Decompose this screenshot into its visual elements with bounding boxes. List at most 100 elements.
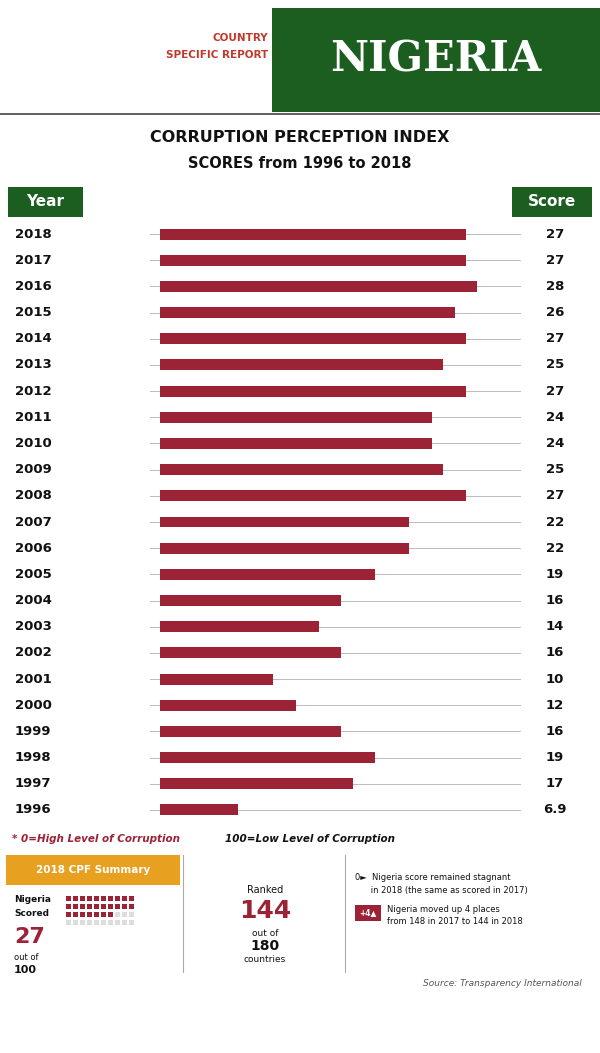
FancyBboxPatch shape <box>80 903 85 909</box>
Text: 17: 17 <box>546 777 564 790</box>
FancyBboxPatch shape <box>101 896 106 901</box>
Text: 2018: 2018 <box>15 227 52 240</box>
Text: Source: Transparency International: Source: Transparency International <box>423 979 582 989</box>
FancyBboxPatch shape <box>160 229 466 240</box>
Text: T: T <box>12 1010 31 1038</box>
FancyBboxPatch shape <box>128 920 134 925</box>
FancyBboxPatch shape <box>355 905 381 921</box>
FancyBboxPatch shape <box>73 912 78 917</box>
FancyBboxPatch shape <box>160 621 319 632</box>
Text: Score: Score <box>528 195 576 210</box>
Text: CORRUPTION PERCEPTION INDEX: CORRUPTION PERCEPTION INDEX <box>150 130 450 144</box>
FancyBboxPatch shape <box>66 920 71 925</box>
Text: 2014: 2014 <box>15 333 52 345</box>
Text: 25: 25 <box>546 358 564 372</box>
FancyBboxPatch shape <box>8 187 83 217</box>
FancyBboxPatch shape <box>160 255 466 265</box>
Text: 2011: 2011 <box>15 411 52 423</box>
Text: 2012: 2012 <box>15 384 52 398</box>
Text: 0►  Nigeria score remained stagnant
      in 2018 (the same as scored in 2017): 0► Nigeria score remained stagnant in 20… <box>355 873 527 894</box>
Text: 2017: 2017 <box>15 254 52 266</box>
Text: 1997: 1997 <box>15 777 52 790</box>
Text: 1999: 1999 <box>15 724 52 738</box>
FancyBboxPatch shape <box>512 187 592 217</box>
FancyBboxPatch shape <box>160 412 432 423</box>
FancyBboxPatch shape <box>101 920 106 925</box>
FancyBboxPatch shape <box>87 912 92 917</box>
FancyBboxPatch shape <box>160 726 341 737</box>
FancyBboxPatch shape <box>160 674 274 684</box>
Text: 2000: 2000 <box>15 699 52 712</box>
Text: 27: 27 <box>546 227 564 240</box>
Text: 144: 144 <box>239 899 291 923</box>
FancyBboxPatch shape <box>122 903 127 909</box>
Text: 2003: 2003 <box>15 620 52 633</box>
Text: 🐦: 🐦 <box>291 1017 299 1031</box>
FancyBboxPatch shape <box>160 517 409 528</box>
Text: 14: 14 <box>546 620 564 633</box>
FancyBboxPatch shape <box>160 778 353 790</box>
Text: f: f <box>266 1016 274 1032</box>
Text: www.transparencit.com: www.transparencit.com <box>495 1019 600 1029</box>
FancyBboxPatch shape <box>128 903 134 909</box>
Text: NIGERIA: NIGERIA <box>331 39 542 81</box>
Text: 25: 25 <box>546 463 564 476</box>
FancyBboxPatch shape <box>122 920 127 925</box>
FancyBboxPatch shape <box>80 896 85 901</box>
FancyBboxPatch shape <box>272 8 600 112</box>
FancyBboxPatch shape <box>160 804 238 815</box>
FancyBboxPatch shape <box>6 855 181 885</box>
FancyBboxPatch shape <box>80 920 85 925</box>
FancyBboxPatch shape <box>160 491 466 501</box>
FancyBboxPatch shape <box>115 912 119 917</box>
FancyBboxPatch shape <box>115 896 119 901</box>
FancyBboxPatch shape <box>107 920 113 925</box>
FancyBboxPatch shape <box>128 896 134 901</box>
FancyBboxPatch shape <box>73 920 78 925</box>
FancyBboxPatch shape <box>66 903 71 909</box>
Text: ransparencIT: ransparencIT <box>30 1015 148 1033</box>
Text: 16: 16 <box>546 647 564 659</box>
Text: Year: Year <box>26 195 64 210</box>
Text: @TransparencITng: @TransparencITng <box>360 1019 463 1029</box>
Text: 🔒: 🔒 <box>476 1017 484 1031</box>
FancyBboxPatch shape <box>101 912 106 917</box>
Text: 28: 28 <box>546 280 564 293</box>
Text: 1998: 1998 <box>15 751 52 764</box>
Text: 12: 12 <box>546 699 564 712</box>
Text: 27: 27 <box>546 333 564 345</box>
Text: 19: 19 <box>546 751 564 764</box>
Text: 📷: 📷 <box>314 1017 322 1031</box>
Text: Nigeria: Nigeria <box>14 895 51 903</box>
FancyBboxPatch shape <box>160 752 376 763</box>
Text: 10: 10 <box>546 673 564 686</box>
Text: 100: 100 <box>14 965 37 975</box>
FancyBboxPatch shape <box>80 912 85 917</box>
FancyBboxPatch shape <box>94 903 98 909</box>
Text: 2018 CPF Summary: 2018 CPF Summary <box>35 865 150 875</box>
Text: 22: 22 <box>546 516 564 529</box>
FancyBboxPatch shape <box>160 307 455 318</box>
Text: 26: 26 <box>546 306 564 319</box>
FancyBboxPatch shape <box>101 903 106 909</box>
Text: COUNTRY: COUNTRY <box>212 33 268 43</box>
Text: 16: 16 <box>546 594 564 607</box>
FancyBboxPatch shape <box>160 334 466 344</box>
Text: 180: 180 <box>251 939 280 953</box>
Text: 2008: 2008 <box>15 490 52 502</box>
Text: SCORES from 1996 to 2018: SCORES from 1996 to 2018 <box>188 156 412 171</box>
Text: 2013: 2013 <box>15 358 52 372</box>
FancyBboxPatch shape <box>160 385 466 397</box>
Text: 27: 27 <box>546 384 564 398</box>
FancyBboxPatch shape <box>160 359 443 371</box>
FancyBboxPatch shape <box>122 896 127 901</box>
Text: +4▲: +4▲ <box>359 909 376 917</box>
Text: 1996: 1996 <box>15 803 52 816</box>
Text: 2004: 2004 <box>15 594 52 607</box>
Text: 100=Low Level of Corruption: 100=Low Level of Corruption <box>225 834 395 845</box>
Text: 16: 16 <box>546 724 564 738</box>
Text: Ranked: Ranked <box>247 885 283 895</box>
Text: 2007: 2007 <box>15 516 52 529</box>
Text: 27: 27 <box>14 927 45 947</box>
Text: 27: 27 <box>546 490 564 502</box>
